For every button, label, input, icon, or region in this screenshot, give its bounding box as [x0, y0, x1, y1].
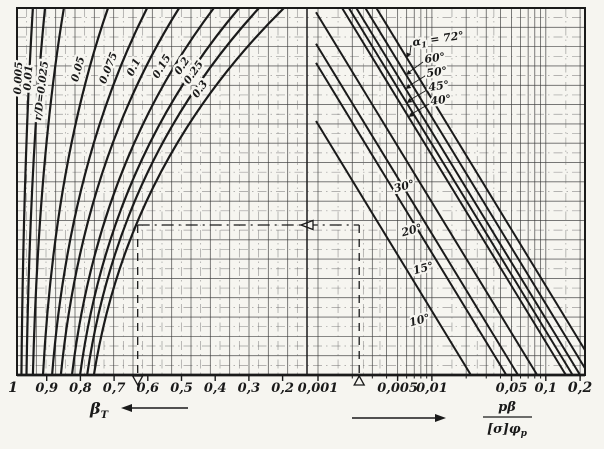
r-over-D-curve	[70, 7, 215, 376]
angle-line	[364, 7, 586, 369]
right-angle-line-family	[315, 7, 586, 376]
r-over-D-curve	[41, 7, 110, 376]
chart-text: 60°	[424, 50, 446, 66]
chart-text: 0,6	[136, 381, 159, 396]
angle-line	[355, 7, 581, 376]
chart-text: 0,5	[170, 381, 193, 396]
angle-line	[315, 11, 539, 376]
arrowhead-icon	[435, 414, 446, 422]
r-over-D-curve	[86, 7, 260, 376]
angle-line	[315, 62, 508, 376]
chart-text: 45°	[428, 78, 450, 94]
arrowhead-icon	[406, 69, 412, 75]
angle-line	[315, 120, 472, 376]
chart-text: α1 = 72°	[412, 29, 465, 51]
angle-line	[341, 7, 567, 376]
arrowhead-icon	[408, 112, 415, 117]
chart-text: 50°	[426, 64, 448, 80]
chart-text: 0,9	[35, 381, 58, 396]
arrowhead-icon	[405, 83, 412, 89]
arrowhead-icon	[406, 98, 413, 103]
chart-text: 40°	[430, 92, 452, 108]
chart-text: 0,01	[416, 381, 448, 396]
angle-line	[375, 7, 586, 351]
chart-text: 0,8	[69, 381, 92, 396]
chart-text: 0,7	[103, 381, 126, 396]
r-over-D-curve	[25, 7, 47, 376]
r-over-D-curve	[78, 7, 240, 376]
angle-line	[315, 43, 519, 376]
chart-text: pβ	[498, 400, 516, 415]
angle-line	[347, 7, 574, 376]
chart-text: 0.01	[21, 65, 35, 91]
chart-text: 0,005	[377, 381, 418, 396]
chart-text: 1	[8, 380, 18, 396]
chart-text: 0.005	[12, 61, 26, 94]
r-over-D-curve	[20, 7, 34, 376]
r-over-D-curve	[59, 7, 181, 376]
chart-text: 0,1	[534, 381, 557, 396]
r-over-D-curve	[92, 7, 285, 376]
left-curve-family	[20, 7, 285, 376]
axes-frame	[16, 7, 586, 377]
chart-text: 0,2	[568, 380, 593, 396]
chart-text: βT	[89, 399, 110, 421]
r-over-D-curve	[50, 7, 149, 376]
arrowhead-icon	[121, 404, 132, 412]
chart-text: [σ]φp	[487, 422, 528, 439]
triangle-up-marker	[353, 374, 366, 386]
chart-text: 0,05	[496, 381, 528, 396]
chart-text: 0,4	[204, 381, 227, 396]
arrowhead-icon	[406, 52, 411, 58]
chart-text: 0,001	[298, 381, 339, 396]
x-axis-titles: βT pβ [σ]φp	[89, 399, 532, 439]
r-over-D-curve	[31, 7, 65, 376]
chart-text: 0,2	[271, 381, 294, 396]
chart-text: 0,3	[238, 381, 261, 396]
x-axis-ticks	[46, 375, 581, 381]
